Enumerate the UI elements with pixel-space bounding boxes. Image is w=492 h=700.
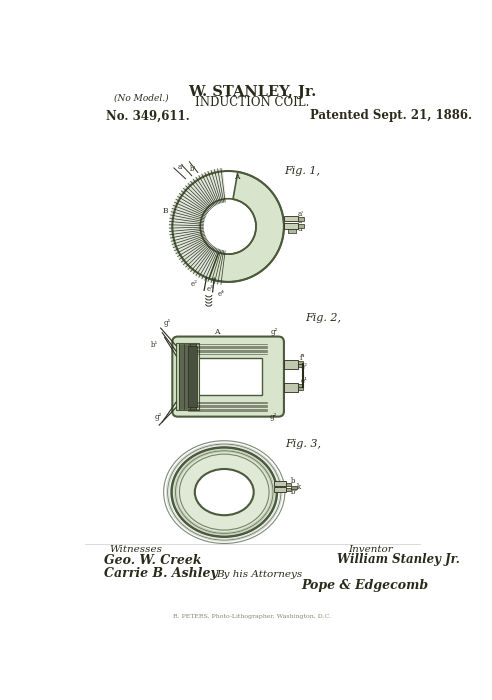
Text: No. 349,611.: No. 349,611. [106,109,190,122]
Bar [284,383,298,392]
Text: k: k [297,483,301,491]
FancyBboxPatch shape [172,337,284,416]
Text: By his Attorneys: By his Attorneys [216,570,303,579]
Text: Patented Sept. 21, 1886.: Patented Sept. 21, 1886. [309,109,472,122]
Text: e²: e² [300,363,307,371]
Text: Fig. 1,: Fig. 1, [284,166,320,176]
Text: Pope & Edgecomb: Pope & Edgecomb [302,579,429,592]
Text: Inventor: Inventor [348,545,393,554]
Bar [298,364,303,368]
Bar [291,486,297,489]
Text: g²: g² [269,413,277,421]
Bar [298,224,304,228]
Bar [298,361,303,364]
Text: INDUCTION COIL.: INDUCTION COIL. [195,97,309,109]
Bar [298,217,304,221]
Wedge shape [169,168,226,284]
Bar [298,384,303,387]
Text: a': a' [178,162,184,171]
Text: (No Model.): (No Model.) [114,94,169,103]
Text: b: b [291,477,295,485]
Text: e¹: e¹ [300,377,307,385]
Bar [288,229,296,232]
Bar [298,387,303,391]
Text: A: A [234,173,240,181]
Text: g¹: g¹ [164,319,171,327]
Text: e²: e² [191,280,198,288]
Text: Carrie B. Ashley: Carrie B. Ashley [104,567,218,580]
Bar [186,358,262,395]
Text: Fig. 3,: Fig. 3, [285,440,321,449]
Text: b¹: b¹ [151,342,158,349]
Text: g²: g² [154,413,162,421]
Bar [284,360,298,369]
Text: R. PETERS, Photo-Lithographer, Washington, D.C.: R. PETERS, Photo-Lithographer, Washingto… [173,614,331,619]
Polygon shape [172,447,277,537]
Text: b': b' [189,165,196,173]
Text: b²: b² [291,488,298,496]
Bar [176,344,199,410]
Bar [284,216,298,221]
Bar [274,482,286,486]
Text: d: d [298,225,303,233]
Text: A: A [214,328,219,336]
Text: e³: e³ [207,285,214,293]
Text: g²: g² [271,328,278,336]
Text: f⁴: f⁴ [300,354,306,362]
Text: e⁴: e⁴ [217,290,224,298]
Text: Geo. W. Creek: Geo. W. Creek [104,554,202,568]
Text: a': a' [298,210,304,218]
Text: a²: a² [298,218,305,225]
Bar [286,483,291,486]
Text: B: B [162,206,168,215]
Text: Witnesses: Witnesses [110,545,162,554]
Text: William Stanley Jr.: William Stanley Jr. [337,553,460,566]
Bar [274,487,286,492]
Text: Fig. 2,: Fig. 2, [306,313,341,323]
Bar [286,489,291,491]
Bar [188,346,197,407]
Bar [284,223,298,229]
Text: W. STANLEY, Jr.: W. STANLEY, Jr. [188,85,316,99]
Wedge shape [209,172,284,282]
Ellipse shape [196,470,253,514]
